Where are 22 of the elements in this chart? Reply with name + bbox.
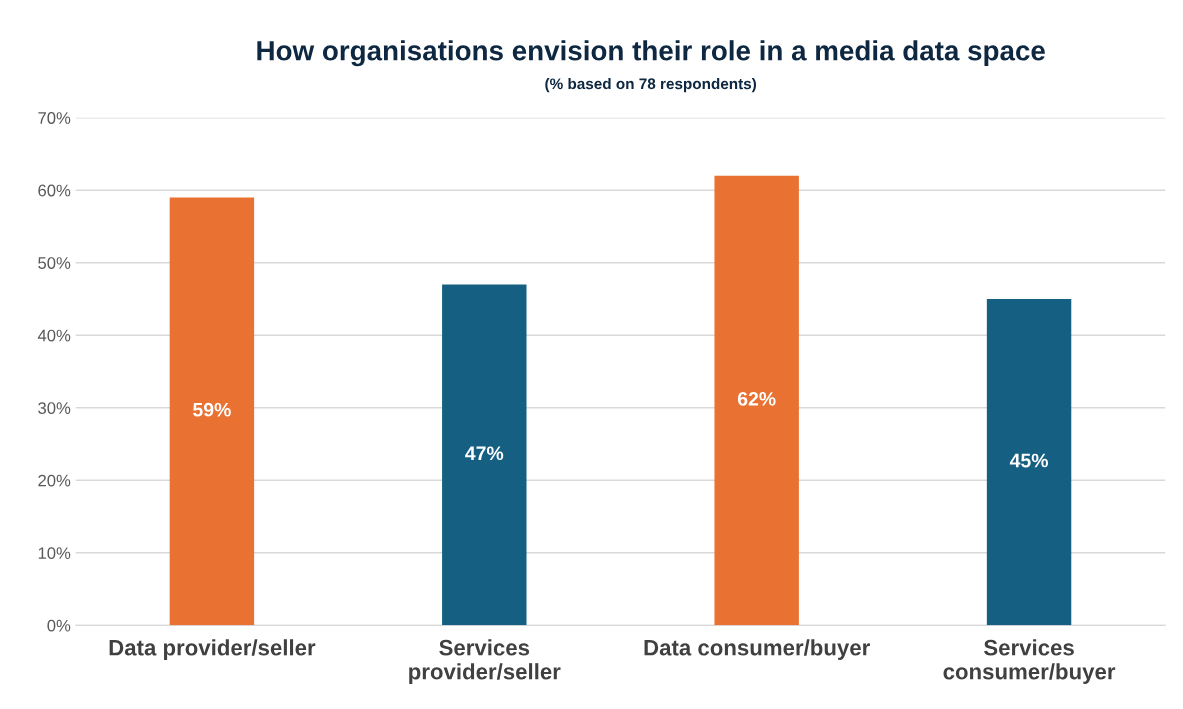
x-tick-label: Data provider/seller	[109, 639, 316, 660]
x-tick-label: Services provider/seller	[409, 639, 561, 684]
y-tick-label: 20%	[38, 474, 71, 487]
bar	[442, 284, 527, 626]
data-label: 47%	[465, 446, 504, 461]
y-tick-label: 0%	[47, 619, 71, 632]
bar	[169, 197, 255, 626]
bar	[986, 299, 1072, 626]
data-label: 45%	[1009, 453, 1049, 468]
x-tick-label: Data consumer/buyer	[644, 639, 870, 660]
x-tick-label: Services consumer/buyer	[943, 639, 1116, 684]
y-tick-label: 50%	[38, 257, 71, 269]
y-tick-label: 70%	[38, 112, 71, 124]
y-tick-label: 60%	[38, 184, 71, 197]
data-label: 59%	[193, 402, 231, 417]
chart-subtitle: (% based on 78 respondents)	[545, 77, 757, 93]
chart-title: How organisations envision their role in a media data space	[257, 40, 1045, 67]
y-tick-label: 30%	[38, 402, 71, 414]
y-tick-label: 40%	[37, 329, 71, 342]
data-label: 62%	[737, 391, 776, 406]
y-tick-label: 10%	[38, 547, 71, 560]
bar	[714, 175, 799, 626]
